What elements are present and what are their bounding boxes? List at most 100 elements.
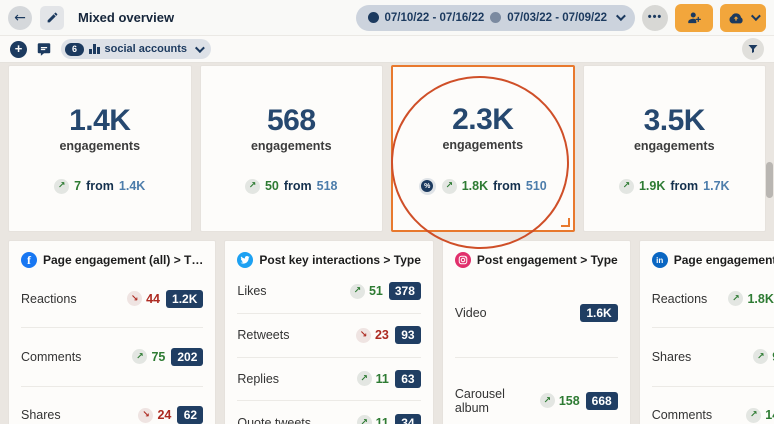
total-badge: 668 — [585, 391, 618, 410]
twitter-breakdown-card[interactable]: Post key interactions > Type Likes 51 37… — [224, 240, 434, 424]
instagram-icon — [454, 252, 471, 268]
back-arrow-icon: ← — [14, 9, 26, 26]
trend-up-icon — [349, 283, 365, 299]
delta-value: 11 — [375, 415, 389, 424]
metric-label: engagements — [59, 138, 141, 153]
card-title: Page engagement (all) > T… — [43, 253, 204, 267]
total-badge: 1.6K — [580, 304, 618, 323]
funnel-icon — [748, 45, 758, 53]
metric-row: Retweets 23 93 — [237, 312, 421, 357]
page-title: Mixed overview — [78, 10, 175, 25]
card-title: Post key interactions > Type — [259, 253, 421, 267]
card-title: Post engagement > Type — [476, 253, 618, 267]
cloud-icon — [729, 12, 743, 23]
facebook-icon: f — [21, 252, 37, 268]
metric-row: Likes 51 378 — [237, 270, 421, 313]
metric-value: 3.5K — [643, 103, 706, 137]
from-label: from — [86, 179, 114, 193]
comment-icon[interactable] — [36, 42, 52, 57]
breakdown-cards-row: f Page engagement (all) > T… Reactions 4… — [8, 240, 774, 424]
delta-value: 14 — [765, 408, 774, 423]
total-badge: 63 — [394, 369, 421, 388]
social-accounts-selector[interactable]: 6 social accounts — [61, 39, 212, 59]
row-label: Quote tweets — [237, 415, 312, 424]
metric-card-1[interactable]: 1.4K engagements 7 from 1.4K — [8, 65, 192, 232]
share-button[interactable] — [675, 3, 713, 32]
card-header: in Page engagement > Type — [640, 241, 774, 270]
card-header: f Page engagement (all) > T… — [9, 241, 215, 270]
delta-value: 9 — [772, 350, 774, 364]
bar-chart-icon — [89, 44, 100, 54]
primary-date-range: 07/10/22 - 07/16/22 — [384, 11, 485, 24]
from-label: from — [670, 179, 699, 193]
more-options-button[interactable] — [642, 4, 668, 31]
facebook-breakdown-card[interactable]: f Page engagement (all) > T… Reactions 4… — [8, 240, 217, 424]
accounts-label: social accounts — [104, 43, 188, 55]
pencil-icon — [47, 12, 57, 23]
metric-row: Quote tweets 11 34 — [237, 400, 421, 424]
trend-up-icon — [356, 415, 372, 424]
chevron-down-icon — [750, 11, 761, 22]
delta-value: 1.8K — [461, 179, 489, 193]
delta-value: 7 — [74, 179, 82, 193]
delta-value: 11 — [375, 371, 389, 386]
previous-value-link[interactable]: 510 — [525, 179, 547, 193]
row-label: Comments — [651, 408, 713, 423]
metric-card-4[interactable]: 3.5K engagements 1.9K from 1.7K — [582, 65, 766, 232]
previous-value-link[interactable]: 1.7K — [703, 179, 730, 193]
metric-rows: Video 1.6K Carousel album 158 668 — [443, 270, 630, 424]
delta-value: 1.9K — [638, 179, 666, 193]
total-badge: 202 — [171, 347, 204, 366]
metric-row: Replies 11 63 — [237, 356, 421, 401]
metric-card-3-selected[interactable]: 2.3K engagements 1.8K from 510 — [391, 65, 575, 232]
top-bar: ← Mixed overview 07/10/22 - 07/16/22 07/… — [0, 0, 774, 36]
trend-up-icon — [54, 178, 70, 194]
trend-up-icon — [753, 349, 769, 365]
edit-report-button[interactable] — [40, 5, 64, 30]
metric-label: engagements — [633, 138, 715, 153]
trend-up-icon — [618, 178, 634, 194]
metric-row: Comments 14 151 — [651, 385, 774, 424]
metric-label: engagements — [250, 138, 332, 153]
compare-range-dot-icon — [490, 12, 502, 23]
card-header: Post key interactions > Type — [225, 241, 433, 270]
metric-card-2[interactable]: 568 engagements 50 from 518 — [199, 65, 383, 232]
delta-value: 1.8K — [747, 291, 774, 306]
metric-value: 568 — [266, 103, 316, 137]
total-badge: 34 — [394, 413, 421, 424]
instagram-breakdown-card[interactable]: Post engagement > Type Video 1.6K Carous… — [441, 240, 631, 424]
metric-row: Shares 9 166 — [651, 327, 774, 385]
delta-value: 24 — [157, 408, 172, 423]
metric-value: 2.3K — [452, 102, 514, 136]
row-label: Reactions — [21, 291, 77, 306]
filter-button[interactable] — [742, 38, 764, 60]
trend-up-icon — [728, 291, 744, 307]
metric-delta: 7 from 1.4K — [54, 178, 146, 194]
total-badge: 62 — [177, 406, 204, 424]
back-button[interactable]: ← — [8, 5, 32, 30]
trend-up-icon — [132, 349, 148, 365]
date-range-selector[interactable]: 07/10/22 - 07/16/22 07/03/22 - 07/09/22 — [355, 4, 635, 31]
trend-up-icon — [539, 393, 555, 409]
previous-value-link[interactable]: 1.4K — [118, 179, 146, 193]
row-label: Reactions — [651, 291, 708, 306]
total-badge: 378 — [388, 282, 421, 301]
metric-rows: Likes 51 378 Retweets 23 93 Replies — [225, 270, 433, 424]
row-label: Replies — [237, 371, 280, 386]
trend-down-icon — [355, 327, 371, 343]
from-label: from — [493, 179, 521, 193]
linkedin-breakdown-card[interactable]: in Page engagement > Type Reactions 1.8K… — [638, 240, 774, 424]
export-button[interactable] — [720, 3, 766, 32]
metric-row: Comments 75 202 — [21, 327, 204, 385]
delta-value: 75 — [151, 349, 166, 364]
total-badge: 1.2K — [166, 289, 204, 308]
add-widget-button[interactable] — [10, 40, 27, 58]
previous-value-link[interactable]: 518 — [316, 179, 338, 193]
person-add-icon — [687, 12, 701, 24]
from-label: from — [283, 179, 312, 193]
percent-change-icon[interactable] — [418, 177, 436, 195]
primary-range-dot-icon — [367, 12, 379, 23]
delta-value: 23 — [374, 328, 389, 343]
resize-handle[interactable] — [560, 218, 570, 227]
vertical-scrollbar[interactable] — [766, 162, 773, 198]
